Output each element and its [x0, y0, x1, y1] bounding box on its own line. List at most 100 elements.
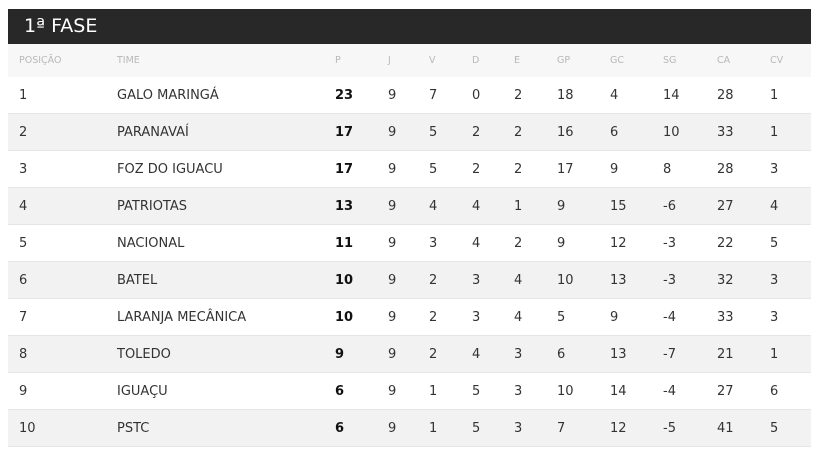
header-played: J: [388, 44, 429, 77]
cell-position: 3: [8, 150, 117, 188]
cell-losses: 3: [514, 335, 557, 373]
cell-position: 4: [8, 187, 117, 225]
cell-goals-for: 10: [557, 372, 610, 410]
cell-draws: 5: [472, 372, 514, 410]
cell-goal-difference: -3: [663, 224, 717, 262]
cell-wins: 4: [429, 187, 472, 225]
cell-played: 9: [388, 335, 429, 373]
header-yellow-cards: CA: [717, 44, 770, 77]
cell-goals-for: 18: [557, 77, 610, 114]
cell-draws: 5: [472, 409, 514, 447]
cell-team: LARANJA MECÂNICA: [117, 298, 335, 336]
cell-played: 9: [388, 187, 429, 225]
phase-title: 1ª FASE: [8, 9, 811, 44]
table-row: 3 FOZ DO IGUACU 17 9 5 2 2 17 9 8 28 3: [8, 150, 811, 188]
cell-team: GALO MARINGÁ: [117, 77, 335, 114]
cell-red-cards: 3: [770, 298, 811, 336]
table-row: 1 GALO MARINGÁ 23 9 7 0 2 18 4 14 28 1: [8, 77, 811, 114]
cell-points: 17: [335, 113, 388, 151]
table-row: 2 PARANAVAÍ 17 9 5 2 2 16 6 10 33 1: [8, 113, 811, 151]
cell-points: 10: [335, 298, 388, 336]
cell-losses: 1: [514, 187, 557, 225]
cell-red-cards: 4: [770, 187, 811, 225]
cell-draws: 0: [472, 77, 514, 114]
cell-wins: 7: [429, 77, 472, 114]
cell-goals-for: 9: [557, 224, 610, 262]
cell-played: 9: [388, 224, 429, 262]
table-row: 4 PATRIOTAS 13 9 4 4 1 9 15 -6 27 4: [8, 187, 811, 225]
cell-points: 23: [335, 77, 388, 114]
table-row: 7 LARANJA MECÂNICA 10 9 2 3 4 5 9 -4 33 3: [8, 298, 811, 336]
cell-goals-for: 9: [557, 187, 610, 225]
header-goal-difference: SG: [663, 44, 717, 77]
cell-losses: 2: [514, 224, 557, 262]
cell-yellow-cards: 28: [717, 150, 770, 188]
header-red-cards: CV: [770, 44, 811, 77]
cell-losses: 4: [514, 298, 557, 336]
standings-table: POSIÇÃO TIME P J V D E GP GC SG CA CV 1 GALO MARINGÁ…: [8, 44, 811, 447]
cell-draws: 4: [472, 224, 514, 262]
cell-goals-against: 6: [610, 113, 663, 151]
header-position: POSIÇÃO: [8, 44, 117, 77]
cell-goal-difference: -6: [663, 187, 717, 225]
cell-played: 9: [388, 298, 429, 336]
cell-played: 9: [388, 409, 429, 447]
cell-team: TOLEDO: [117, 335, 335, 373]
cell-points: 6: [335, 372, 388, 410]
header-points: P: [335, 44, 388, 77]
cell-wins: 2: [429, 261, 472, 299]
cell-yellow-cards: 32: [717, 261, 770, 299]
header-team: TIME: [117, 44, 335, 77]
cell-goal-difference: -5: [663, 409, 717, 447]
cell-draws: 4: [472, 335, 514, 373]
cell-draws: 2: [472, 113, 514, 151]
cell-position: 7: [8, 298, 117, 336]
header-losses: E: [514, 44, 557, 77]
cell-goals-against: 9: [610, 150, 663, 188]
table-row: 8 TOLEDO 9 9 2 4 3 6 13 -7 21 1: [8, 335, 811, 373]
cell-yellow-cards: 28: [717, 77, 770, 114]
cell-points: 10: [335, 261, 388, 299]
cell-position: 2: [8, 113, 117, 151]
cell-goals-for: 17: [557, 150, 610, 188]
cell-played: 9: [388, 150, 429, 188]
cell-yellow-cards: 27: [717, 372, 770, 410]
cell-goals-for: 16: [557, 113, 610, 151]
cell-wins: 1: [429, 372, 472, 410]
table-row: 5 NACIONAL 11 9 3 4 2 9 12 -3 22 5: [8, 224, 811, 262]
cell-goals-against: 12: [610, 409, 663, 447]
cell-position: 6: [8, 261, 117, 299]
cell-goal-difference: 8: [663, 150, 717, 188]
cell-goal-difference: -3: [663, 261, 717, 299]
cell-red-cards: 5: [770, 409, 811, 447]
cell-goals-against: 9: [610, 298, 663, 336]
cell-team: PSTC: [117, 409, 335, 447]
table-row: 6 BATEL 10 9 2 3 4 10 13 -3 32 3: [8, 261, 811, 299]
table-row: 10 PSTC 6 9 1 5 3 7 12 -5 41 5: [8, 409, 811, 447]
cell-yellow-cards: 33: [717, 298, 770, 336]
cell-goals-for: 6: [557, 335, 610, 373]
cell-wins: 3: [429, 224, 472, 262]
cell-yellow-cards: 41: [717, 409, 770, 447]
cell-draws: 3: [472, 298, 514, 336]
cell-team: NACIONAL: [117, 224, 335, 262]
cell-red-cards: 6: [770, 372, 811, 410]
cell-yellow-cards: 21: [717, 335, 770, 373]
cell-team: IGUAÇU: [117, 372, 335, 410]
cell-red-cards: 3: [770, 261, 811, 299]
cell-position: 5: [8, 224, 117, 262]
cell-position: 10: [8, 409, 117, 447]
cell-points: 11: [335, 224, 388, 262]
cell-red-cards: 1: [770, 113, 811, 151]
header-goals-against: GC: [610, 44, 663, 77]
cell-position: 9: [8, 372, 117, 410]
cell-losses: 3: [514, 409, 557, 447]
cell-goal-difference: -4: [663, 298, 717, 336]
cell-red-cards: 1: [770, 77, 811, 114]
cell-goals-against: 15: [610, 187, 663, 225]
cell-team: FOZ DO IGUACU: [117, 150, 335, 188]
cell-losses: 4: [514, 261, 557, 299]
cell-team: PARANAVAÍ: [117, 113, 335, 151]
cell-played: 9: [388, 113, 429, 151]
cell-yellow-cards: 27: [717, 187, 770, 225]
